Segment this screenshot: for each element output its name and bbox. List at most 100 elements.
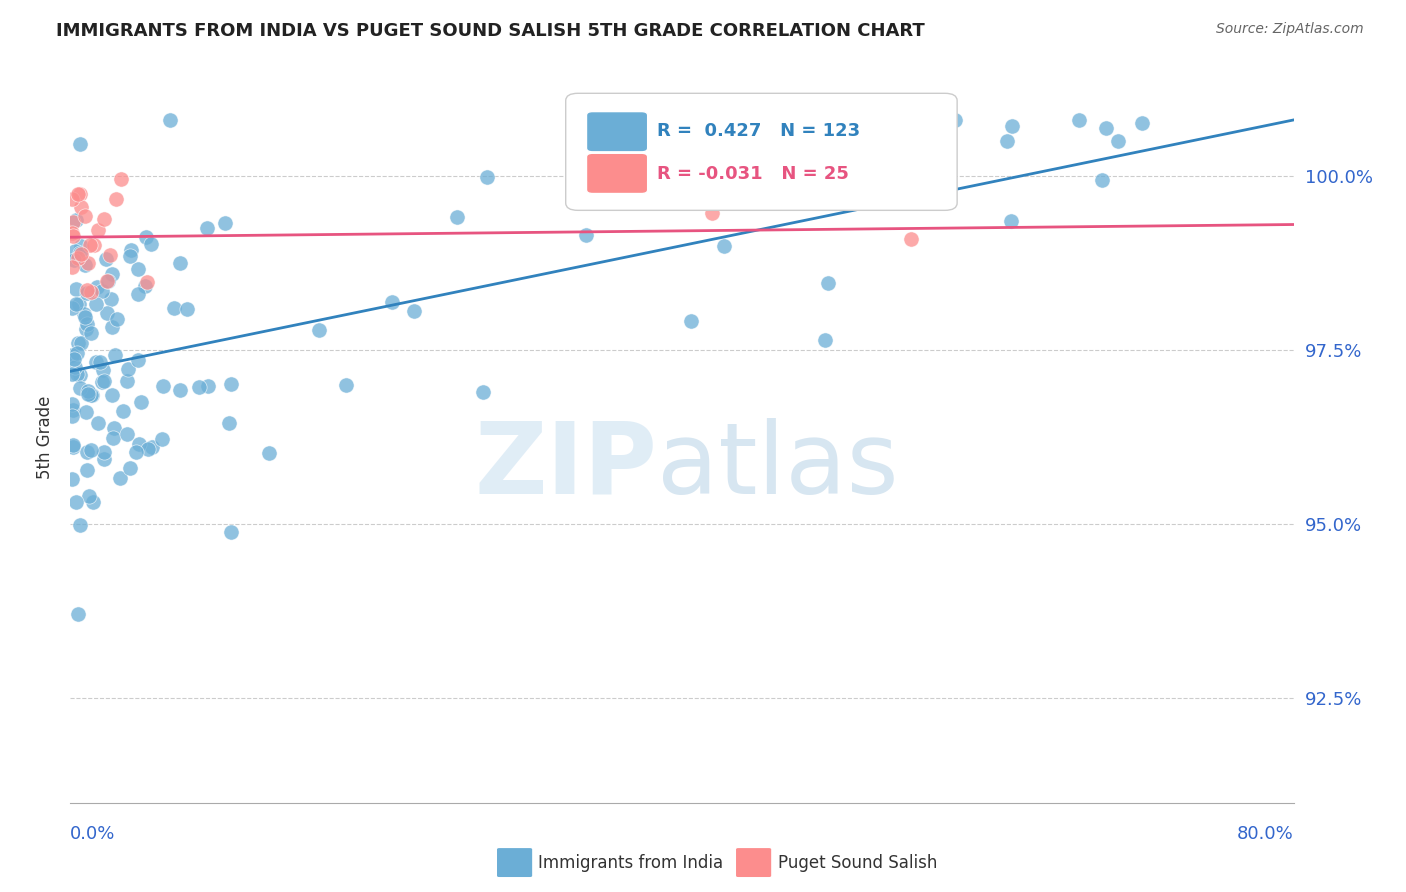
Point — [93, 445, 115, 459]
Point — [80, 388, 103, 402]
Point — [93, 374, 115, 388]
Point — [995, 135, 1018, 149]
Point — [127, 262, 149, 277]
Point — [75, 322, 97, 336]
Point — [105, 311, 128, 326]
Point — [80, 285, 103, 299]
Point — [97, 273, 120, 287]
Point — [1107, 134, 1129, 148]
Point — [93, 211, 115, 226]
Point — [67, 335, 90, 350]
Point — [77, 256, 100, 270]
Point — [129, 395, 152, 409]
Point — [60, 367, 83, 381]
Point — [1069, 113, 1091, 128]
FancyBboxPatch shape — [586, 153, 648, 194]
Point — [105, 192, 128, 206]
Point — [135, 229, 157, 244]
Point — [381, 295, 404, 310]
Point — [117, 362, 139, 376]
Point — [60, 260, 83, 274]
Point — [101, 320, 124, 334]
Point — [82, 495, 104, 509]
Point — [75, 405, 97, 419]
Point — [96, 252, 118, 266]
Point — [120, 460, 142, 475]
Point — [67, 251, 90, 265]
Point — [1001, 119, 1024, 133]
Point — [65, 212, 87, 227]
Point — [60, 192, 83, 206]
Point — [73, 307, 96, 321]
Point — [101, 388, 124, 402]
Point — [73, 258, 96, 272]
Point — [76, 445, 98, 459]
Point — [152, 379, 174, 393]
Point — [87, 223, 110, 237]
Point — [67, 607, 90, 622]
Point — [188, 379, 211, 393]
Point — [100, 292, 122, 306]
Point — [79, 237, 101, 252]
Point — [257, 446, 280, 460]
Text: 80.0%: 80.0% — [1237, 825, 1294, 843]
Point — [112, 404, 135, 418]
Point — [69, 186, 91, 201]
FancyBboxPatch shape — [586, 112, 648, 152]
Point — [134, 279, 156, 293]
Point — [76, 283, 98, 297]
Point — [108, 471, 131, 485]
Point — [90, 284, 112, 298]
Point — [87, 416, 110, 430]
FancyBboxPatch shape — [565, 94, 957, 211]
Point — [77, 387, 100, 401]
Point — [1130, 115, 1153, 129]
Point — [150, 432, 173, 446]
Point — [169, 384, 191, 398]
Point — [63, 252, 86, 267]
Point — [103, 421, 125, 435]
Point — [67, 296, 90, 310]
Point — [136, 442, 159, 456]
Point — [446, 210, 468, 224]
Point — [69, 518, 91, 533]
Point — [475, 170, 498, 185]
Point — [62, 472, 84, 486]
Point — [66, 186, 89, 201]
Point — [814, 333, 837, 347]
Point — [62, 403, 84, 417]
Point — [65, 297, 87, 311]
Point — [69, 335, 91, 350]
Point — [219, 525, 242, 540]
Point — [63, 244, 86, 258]
Point — [90, 376, 112, 390]
Point — [135, 276, 157, 290]
Point — [62, 437, 84, 451]
Text: 0.0%: 0.0% — [70, 825, 115, 843]
Y-axis label: 5th Grade: 5th Grade — [37, 395, 55, 479]
Point — [62, 215, 84, 229]
Point — [197, 379, 219, 393]
Point — [86, 280, 108, 294]
Point — [73, 209, 96, 223]
Point — [402, 304, 425, 318]
Point — [77, 489, 100, 503]
Point — [62, 229, 84, 244]
Point — [1091, 173, 1114, 187]
Text: Source: ZipAtlas.com: Source: ZipAtlas.com — [1216, 22, 1364, 37]
Point — [115, 374, 138, 388]
Point — [681, 314, 703, 328]
Point — [62, 440, 84, 454]
Point — [713, 239, 735, 253]
Point — [103, 431, 125, 445]
Point — [76, 462, 98, 476]
Point — [214, 216, 236, 230]
Point — [69, 247, 91, 261]
Point — [77, 384, 100, 398]
Text: R =  0.427   N = 123: R = 0.427 N = 123 — [658, 122, 860, 140]
Point — [89, 355, 111, 369]
Point — [70, 200, 93, 214]
Point — [1095, 121, 1118, 136]
Point — [60, 409, 83, 423]
Point — [169, 255, 191, 269]
